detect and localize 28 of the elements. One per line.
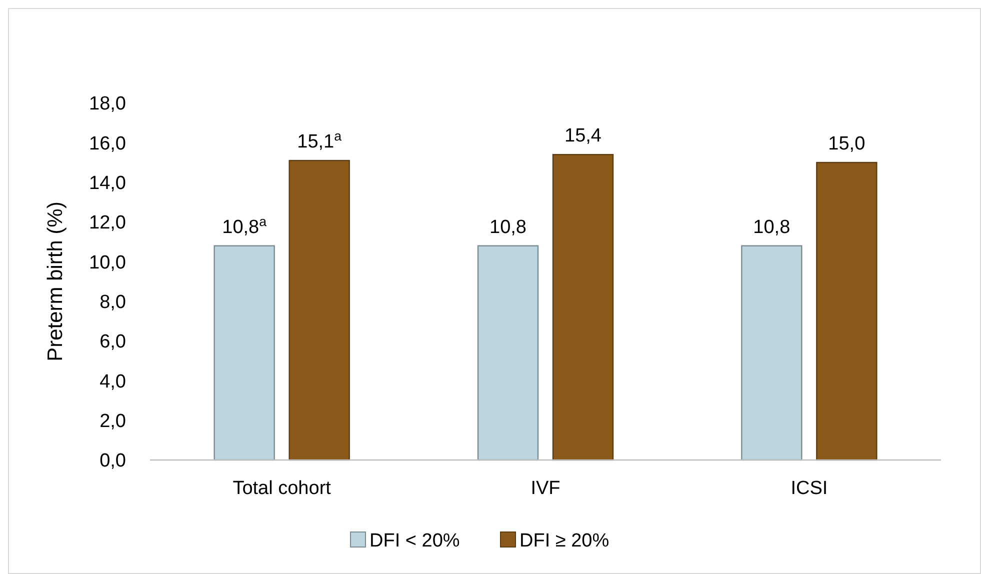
y-tick-label: 10,0: [89, 252, 126, 274]
data-label: 15,4: [564, 126, 602, 147]
y-tick-label: 8,0: [100, 292, 126, 313]
data-label: 10,8: [490, 216, 526, 238]
y-tick-label: 6,0: [100, 332, 126, 353]
y-axis-title: Preterm birth (%): [44, 202, 67, 362]
x-tick-label: ICSI: [790, 478, 828, 499]
legend-label: DFI ≥ 20%: [520, 530, 610, 552]
data-label: 15,0: [828, 134, 866, 154]
y-tick-label: 18,0: [89, 94, 126, 115]
y-tick-label: 2,0: [100, 410, 126, 432]
bar: [741, 245, 802, 461]
legend-label: DFI < 20%: [370, 530, 460, 552]
bar: [552, 154, 614, 461]
data-label: 10,8: [753, 216, 790, 238]
x-tick-label: IVF: [530, 478, 560, 499]
y-tick-label: 12,0: [89, 212, 126, 234]
data-label: 10,8$^{a}$: [222, 213, 268, 238]
data-label: 15,1$^{a}$: [297, 128, 342, 153]
y-tick-label: 0,0: [100, 450, 126, 472]
bar: [214, 245, 275, 461]
y-tick-label: 16,0: [89, 133, 126, 154]
bar: [477, 245, 539, 461]
x-tick-label: Total cohort: [232, 478, 332, 499]
bar: [816, 162, 878, 461]
y-tick-label: 4,0: [100, 371, 126, 392]
bar: [288, 160, 350, 461]
y-tick-label: 14,0: [89, 172, 126, 194]
